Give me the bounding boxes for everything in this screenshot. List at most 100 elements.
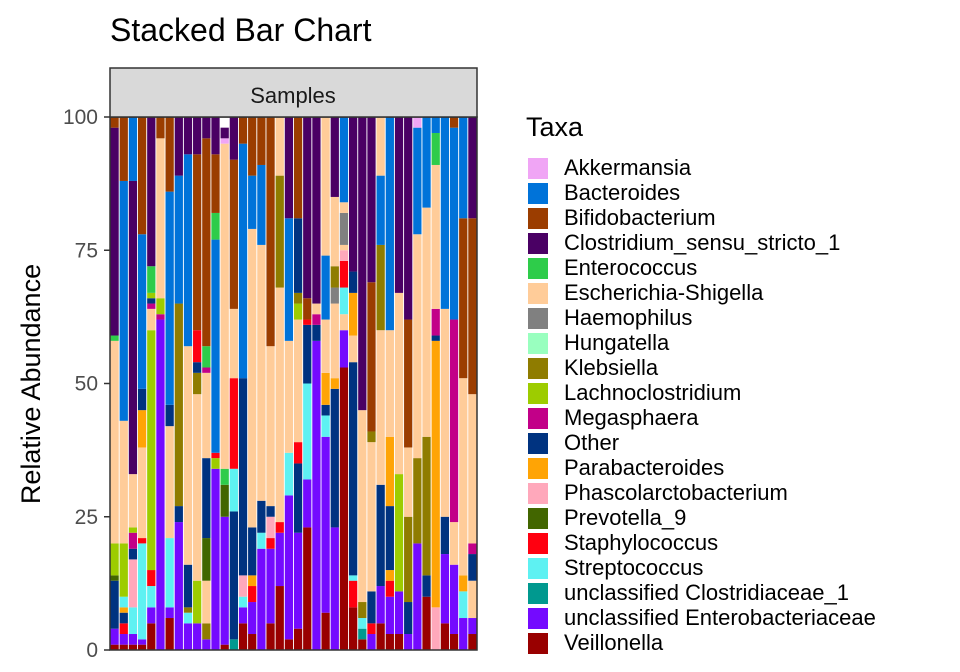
- legend-label: unclassified Clostridiaceae_1: [564, 580, 849, 605]
- legend-label: Streptococcus: [564, 555, 704, 580]
- bar-segment: [376, 586, 385, 624]
- bar-segment: [257, 244, 266, 501]
- legend-key: [528, 158, 548, 179]
- bar-segment: [119, 596, 128, 608]
- bar-segment: [193, 372, 202, 395]
- legend-label: Staphylococcus: [564, 530, 719, 555]
- legend-label: Escherichia-Shigella: [564, 280, 764, 305]
- bar-segment: [376, 330, 385, 485]
- bar-segment: [119, 543, 128, 597]
- bar-segment: [422, 575, 431, 597]
- bar-segment: [165, 426, 174, 539]
- bar-segment: [275, 117, 284, 176]
- bar-segment: [266, 548, 275, 624]
- bar-segment: [147, 586, 156, 608]
- bar-segment: [303, 383, 312, 480]
- bar-segment: [413, 234, 422, 459]
- bar-segment: [110, 127, 119, 336]
- bar-segment: [284, 117, 294, 219]
- bar-segment: [147, 266, 156, 293]
- bar-segment: [183, 623, 193, 650]
- bar-segment: [137, 410, 147, 448]
- bar-segment: [358, 639, 367, 650]
- bar-segment: [128, 548, 138, 560]
- bar-segment: [110, 340, 119, 544]
- bar-segment: [193, 623, 202, 650]
- legend-key: [528, 583, 548, 604]
- bar-segment: [303, 319, 312, 325]
- chart-title: Stacked Bar Chart: [110, 12, 372, 48]
- bar-segment: [156, 314, 165, 320]
- bar-segment: [165, 618, 174, 650]
- legend-item: Prevotella_9: [526, 505, 946, 532]
- bar-segment: [275, 287, 284, 523]
- bar-segment: [431, 132, 440, 165]
- legend-item: Akkermansia: [526, 155, 946, 182]
- bar-segment: [220, 516, 229, 645]
- bar-segment: [275, 586, 284, 650]
- bar-segment: [349, 575, 358, 581]
- bar-segment: [128, 644, 138, 650]
- bar-segment: [266, 623, 275, 650]
- bar-segment: [147, 623, 156, 650]
- bar-segment: [394, 474, 404, 592]
- bar-segment: [431, 117, 440, 133]
- bar-segment: [137, 388, 147, 411]
- bar-segment: [349, 271, 358, 293]
- bar-segment: [183, 154, 193, 347]
- bar-segment: [211, 212, 220, 240]
- bar-segment: [275, 175, 284, 288]
- bar-segment: [183, 612, 193, 624]
- legend-item: Hungatella: [526, 330, 946, 357]
- bar-segment: [321, 319, 330, 373]
- bar-segment: [468, 543, 477, 555]
- bar-segment: [238, 575, 248, 597]
- bar-segment: [440, 516, 450, 555]
- legend-key: [528, 483, 548, 504]
- bar-segment: [385, 580, 394, 597]
- bar-segment: [220, 644, 229, 650]
- bar-segment: [468, 554, 477, 581]
- bar-segment: [385, 634, 394, 650]
- panel-border: [109, 116, 478, 651]
- bar-segment: [394, 292, 404, 475]
- bar-segment: [220, 127, 229, 139]
- bar-segment: [248, 175, 257, 229]
- bar-segment: [211, 117, 220, 155]
- legend-key: [528, 383, 548, 404]
- legend-key: [528, 408, 548, 429]
- bar-segment: [229, 159, 238, 309]
- bar-segment: [137, 644, 147, 650]
- bar-segment: [394, 634, 404, 650]
- bar-segment: [303, 298, 312, 320]
- bar-segment: [229, 511, 238, 640]
- legend-label: Prevotella_9: [564, 505, 687, 530]
- bar-segment: [238, 596, 248, 608]
- bar-segment: [128, 474, 138, 528]
- bar-segment: [202, 117, 211, 139]
- bar-segment: [119, 644, 128, 650]
- bar-segment: [385, 596, 394, 635]
- bar-segment: [229, 468, 238, 512]
- bar-segment: [137, 538, 147, 544]
- bar-segment: [137, 447, 147, 539]
- bar-segment: [110, 580, 119, 629]
- bar-segment: [174, 522, 183, 650]
- bar-segment: [229, 117, 238, 160]
- bar-segment: [367, 431, 376, 443]
- bar-segment: [358, 410, 367, 603]
- legend-label: Other: [564, 430, 620, 455]
- bar-segment: [147, 117, 156, 267]
- bar-segment: [183, 346, 193, 565]
- bar-segment: [266, 516, 275, 539]
- bar-segment: [193, 394, 202, 581]
- bar-segment: [440, 623, 450, 650]
- bar-segment: [367, 442, 376, 592]
- bar-segment: [468, 117, 477, 219]
- bar-segment: [339, 202, 349, 213]
- legend-label: Parabacteroides: [564, 455, 725, 480]
- bar-segment: [119, 612, 128, 624]
- bar-segment: [284, 452, 294, 496]
- bar-segment: [266, 117, 275, 347]
